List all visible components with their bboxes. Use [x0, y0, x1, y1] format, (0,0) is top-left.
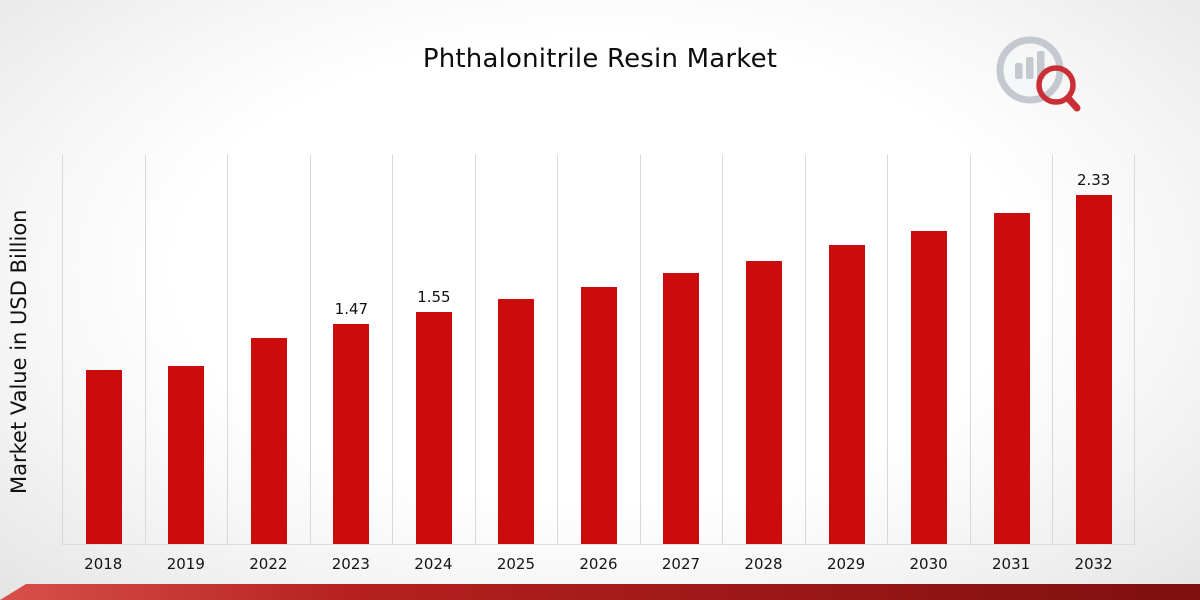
x-tick-label: 2029: [826, 555, 866, 573]
footer-ribbon: [0, 584, 1200, 600]
x-tick-label: 2022: [249, 555, 288, 573]
chart-column: 2.33 2032: [1052, 155, 1135, 577]
gridline-cell: [557, 155, 640, 545]
bar-chart-magnifier-logo-icon: [996, 36, 1081, 112]
logo-magnifier-handle: [1064, 94, 1081, 112]
gridline-cell: [227, 155, 310, 545]
bar-2023: 1.47: [333, 300, 370, 544]
logo-bar-short: [1015, 63, 1023, 79]
chart-column: 2019: [144, 155, 228, 577]
bar-value-label: 2.33: [1076, 171, 1111, 190]
x-tick-label: 2028: [744, 555, 783, 573]
plot-area: 2018 2019 2022 1.47 2023 1.55 2024 2025 2026 2027…: [62, 155, 1135, 577]
chart-column: 2030: [887, 155, 970, 577]
gridline-cell: [722, 155, 805, 545]
page-title: Phthalonitrile Resin Market: [422, 44, 778, 74]
chart-column: 2026: [557, 155, 640, 577]
bar-2018: [85, 370, 122, 544]
x-tick-label: 2027: [661, 555, 701, 573]
gridline-cell: [887, 155, 970, 545]
chart-column: 2029: [804, 155, 888, 577]
chart-column: 2022: [227, 155, 310, 577]
gridline-cell: [62, 155, 145, 545]
bar-2030: [911, 231, 948, 544]
x-tick-label: 2018: [84, 555, 123, 573]
x-tick-label: 2032: [1074, 555, 1113, 573]
gridline-cell: 2.33: [1052, 155, 1135, 545]
x-tick-label: 2025: [496, 555, 536, 573]
gridline-cell: [474, 155, 558, 545]
gridline-cell: [804, 155, 888, 545]
bar-2027: [663, 273, 700, 544]
chart-column: 2018: [62, 155, 145, 577]
gridline-cell: 1.55: [392, 155, 475, 545]
bar-2025: [498, 298, 535, 544]
bar-value-label: 1.47: [334, 300, 369, 319]
gridline-cell: [639, 155, 723, 545]
chart-column: 2031: [969, 155, 1053, 577]
bar-2032: 2.33: [1075, 171, 1112, 544]
bar-2024: 1.55: [415, 288, 452, 544]
x-tick-label: 2023: [331, 555, 370, 573]
bar-2029: [828, 244, 865, 544]
x-tick-label: 2019: [166, 555, 205, 573]
chart-column: 1.55 2024: [392, 155, 475, 577]
bar-2022: [250, 337, 287, 544]
chart-column: 2028: [722, 155, 805, 577]
bar-2019: [168, 365, 205, 544]
bar-2031: [993, 213, 1030, 544]
logo-magnifier-lens: [1036, 65, 1076, 105]
y-axis-label: Market Value in USD Billion: [7, 209, 31, 495]
gridline-cell: 1.47: [309, 155, 393, 545]
logo-bar-medium: [1026, 57, 1034, 79]
x-tick-label: 2030: [909, 555, 948, 573]
bar-2026: [580, 286, 617, 544]
chart-column: 2027: [639, 155, 723, 577]
x-tick-label: 2031: [992, 555, 1031, 573]
bar-2028: [746, 261, 783, 544]
chart-column: 2025: [474, 155, 558, 577]
bar-value-label: 1.55: [417, 288, 451, 307]
gridline-cell: [969, 155, 1053, 545]
x-tick-label: 2026: [579, 555, 618, 573]
gridline-cell: [144, 155, 228, 545]
x-tick-label: 2024: [414, 555, 453, 573]
chart-column: 1.47 2023: [309, 155, 393, 577]
